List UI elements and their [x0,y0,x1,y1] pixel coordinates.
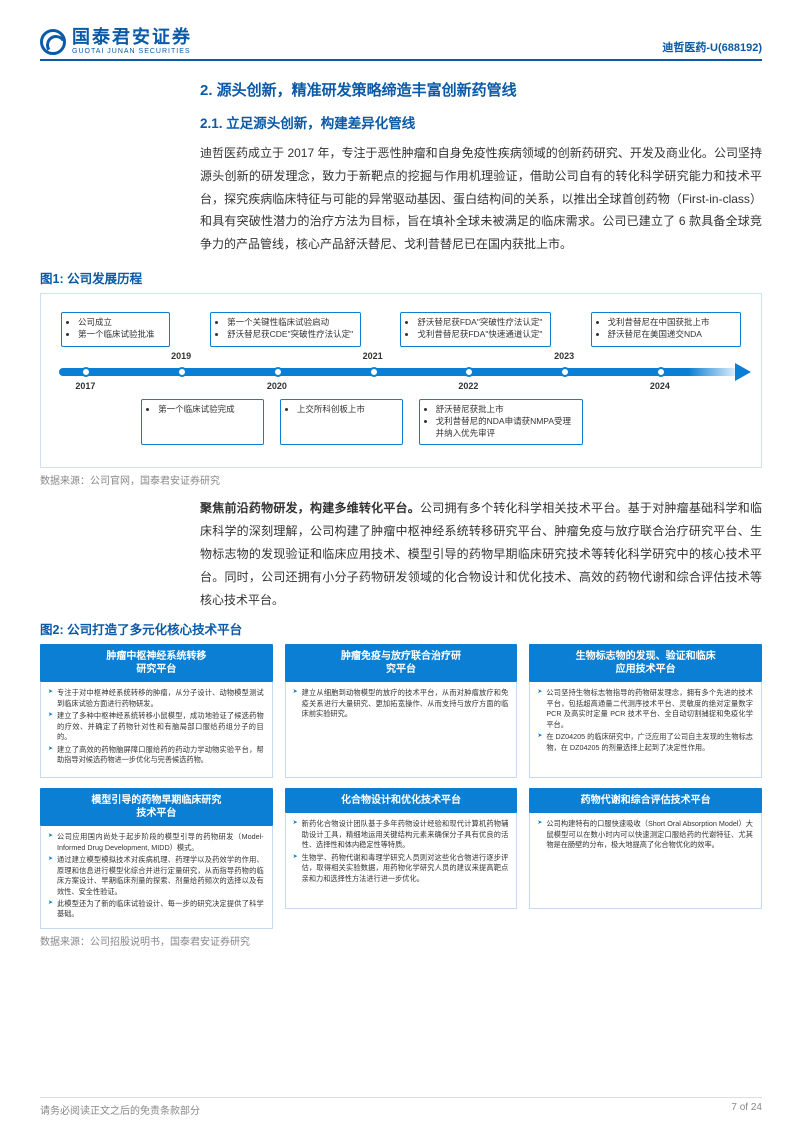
page-header: 国泰君安证券 GUOTAI JUNAN SECURITIES 迪哲医药-U(68… [40,28,762,61]
timeline-year-label: 2020 [267,381,287,391]
timeline-year-label: 2022 [458,381,478,391]
platform-card-body: 公司应用国内尚处于起步阶段的模型引导的药物研发（Model-Informed D… [40,826,273,929]
platform-card-title: 生物标志物的发现、验证和临床应用技术平台 [529,644,762,682]
logo-mark-icon [40,29,66,55]
logo: 国泰君安证券 GUOTAI JUNAN SECURITIES [40,28,192,55]
timeline-dot [177,367,187,377]
platform-card: 模型引导的药物早期临床研究技术平台公司应用国内尚处于起步阶段的模型引导的药物研发… [40,788,273,929]
page-footer: 请务必阅读正文之后的免责条款部分 7 of 24 [40,1097,762,1117]
platform-card-title: 化合物设计和优化技术平台 [285,788,518,813]
platform-card-title: 肿瘤免疫与放疗联合治疗研究平台 [285,644,518,682]
timeline-box-bottom: 舒沃替尼获批上市戈利昔替尼的NDA申请获NMPA受理并纳入优先审评 [419,399,583,445]
timeline-year-label: 2019 [171,351,191,361]
fig1-title: 图1: 公司发展历程 [40,268,762,287]
logo-en: GUOTAI JUNAN SECURITIES [72,48,192,55]
para-1: 迪哲医药成立于 2017 年，专注于恶性肿瘤和自身免疫性疾病领域的创新药研究、开… [40,142,762,256]
platform-card-body: 新药化合物设计团队基于多年药物设计经验和现代计算机药物辅助设计工具，精细地运用关… [285,813,518,909]
platform-card-body: 建立从细胞到动物模型的放疗的技术平台，从而对肿瘤放疗和免疫关系进行大量研究、更加… [285,682,518,778]
platform-card-title: 肿瘤中枢神经系统转移研究平台 [40,644,273,682]
timeline-box-top: 戈利昔替尼在中国获批上市舒沃替尼在美国递交NDA [591,312,741,347]
fig2-source: 数据来源：公司招股说明书，国泰君安证券研究 [40,933,762,948]
platform-card-title: 药物代谢和综合评估技术平台 [529,788,762,813]
timeline-year-label: 2021 [363,351,383,361]
timeline-box-top: 公司成立第一个临床试验批准 [61,312,170,347]
platform-card: 肿瘤免疫与放疗联合治疗研究平台建立从细胞到动物模型的放疗的技术平台，从而对肿瘤放… [285,644,518,778]
timeline-year-label: 2023 [554,351,574,361]
platform-card: 药物代谢和综合评估技术平台公司构建特有的口服快速吸收（Short Oral Ab… [529,788,762,929]
timeline-box-bottom: 第一个临床试验完成 [141,399,264,445]
doc-code: 迪哲医药-U(688192) [662,39,762,55]
timeline-dot [656,367,666,377]
timeline-box-bottom: 上交所科创板上市 [280,399,403,445]
logo-cn: 国泰君安证券 [72,28,192,46]
platform-card: 生物标志物的发现、验证和临床应用技术平台公司坚持生物标志物指导的药物研发理念，拥… [529,644,762,778]
arrow-right-icon [735,363,751,381]
page-number: 7 of 24 [731,1102,762,1117]
timeline-figure: 公司成立第一个临床试验批准 第一个关键性临床试验启动舒沃替尼获CDE"突破性疗法认… [40,293,762,468]
timeline-dot [369,367,379,377]
para-2: 聚焦前沿药物研发，构建多维转化平台。公司拥有多个转化科学相关技术平台。基于对肿瘤… [40,497,762,611]
fig1-source: 数据来源：公司官网，国泰君安证券研究 [40,472,762,487]
platform-card-body: 公司坚持生物标志物指导的药物研发理念，拥有多个先进的技术平台，包括超高通量二代测… [529,682,762,778]
platform-card: 肿瘤中枢神经系统转移研究平台专注于对中枢神经系统转移的肿瘤，从分子设计、动物模型… [40,644,273,778]
timeline-axis: 2017201920202021202220232024 [59,355,743,389]
timeline-dot [273,367,283,377]
footer-disclaimer: 请务必阅读正文之后的免责条款部分 [40,1102,200,1117]
platforms-grid: 肿瘤中枢神经系统转移研究平台专注于对中枢神经系统转移的肿瘤，从分子设计、动物模型… [40,644,762,929]
timeline-box-top: 第一个关键性临床试验启动舒沃替尼获CDE"突破性疗法认定" [210,312,360,347]
fig2-title: 图2: 公司打造了多元化核心技术平台 [40,619,762,638]
timeline-box-top: 舒沃替尼获FDA"突破性疗法认定"戈利昔替尼获FDA"快速通道认定" [400,312,550,347]
heading-2-1: 2.1. 立足源头创新，构建差异化管线 [40,112,762,132]
platform-card-title: 模型引导的药物早期临床研究技术平台 [40,788,273,826]
platform-card-body: 公司构建特有的口服快速吸收（Short Oral Absorption Mode… [529,813,762,909]
heading-2: 2. 源头创新，精准研发策略缔造丰富创新药管线 [40,79,762,100]
timeline-year-label: 2017 [75,381,95,391]
platform-card: 化合物设计和优化技术平台新药化合物设计团队基于多年药物设计经验和现代计算机药物辅… [285,788,518,929]
platform-card-body: 专注于对中枢神经系统转移的肿瘤，从分子设计、动物模型测试到临床试验方面进行药物研… [40,682,273,778]
timeline-year-label: 2024 [650,381,670,391]
